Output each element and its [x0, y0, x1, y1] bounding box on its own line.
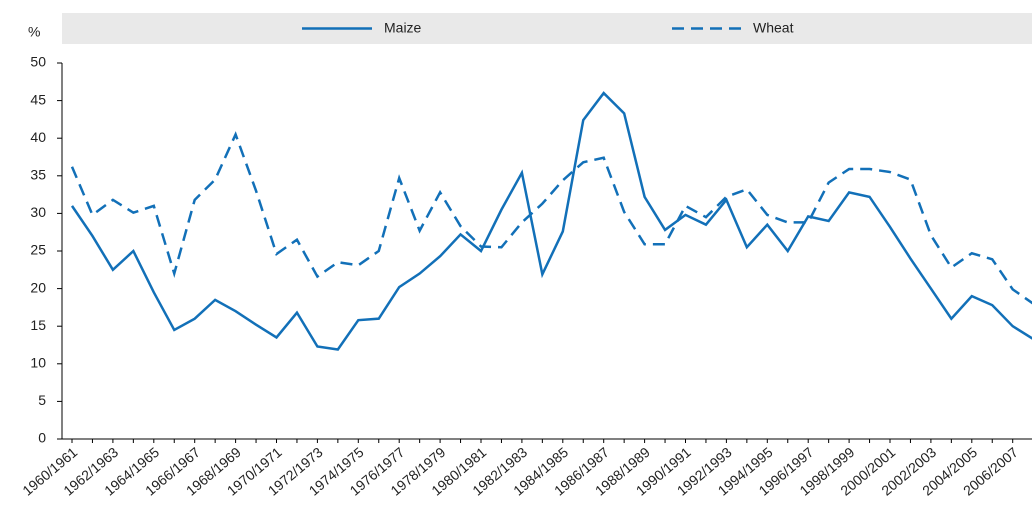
- y-tick-label: 40: [30, 129, 46, 145]
- y-tick-label: 35: [30, 167, 46, 183]
- y-tick-label: 30: [30, 204, 46, 220]
- line-series: [70, 91, 1032, 351]
- y-tick-label: 45: [30, 91, 46, 107]
- y-tick-label: 5: [38, 392, 46, 408]
- y-tick-label: 10: [30, 355, 46, 371]
- y-tick-label: 15: [30, 317, 46, 333]
- y-tick-label: 20: [30, 279, 46, 295]
- y-tick-label: 25: [30, 242, 46, 258]
- y-tick-label: 0: [38, 430, 46, 446]
- y-tick-label: 50: [30, 54, 46, 70]
- legend-label: Wheat: [753, 20, 794, 36]
- legend-band: [62, 13, 1032, 44]
- legend-label: Maize: [384, 20, 422, 36]
- y-unit: %: [28, 24, 40, 40]
- line-series: [70, 131, 1032, 305]
